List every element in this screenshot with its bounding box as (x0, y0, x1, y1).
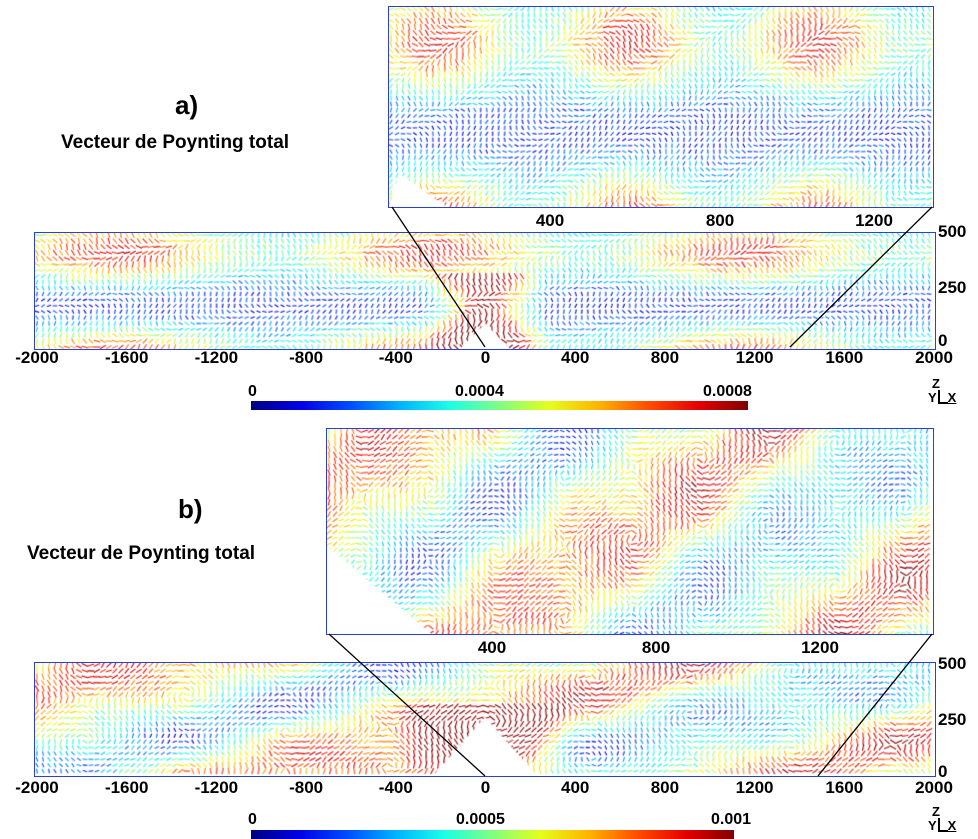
panel-b-main-ytick: 500 (938, 654, 967, 673)
axis-z-label: Z (932, 804, 940, 819)
main-xtick: 0 (480, 778, 491, 797)
axes-corner-icon (937, 818, 948, 832)
main-xtick: 400 (561, 348, 590, 367)
panel-a-inset-xtick: 800 (705, 211, 735, 230)
axis-y-label: Y (928, 818, 937, 833)
main-xtick: -800 (289, 348, 324, 367)
panel-b-colorbar-mid: 0.0005 (456, 811, 505, 828)
main-xtick: 1600 (825, 348, 864, 367)
main-xtick: 0 (480, 348, 491, 367)
panel-a-axes-triad: Z Y X (928, 376, 957, 405)
axes-corner-icon (937, 390, 948, 404)
panel-b-colorbar-max: 0.001 (711, 811, 752, 828)
panel-a-colorbar-min: 0 (248, 383, 257, 400)
main-xtick: 800 (650, 778, 680, 797)
panel-a-main-plot (34, 232, 936, 350)
panel-b-inset-xtick: 400 (477, 638, 507, 657)
main-xtick: 800 (650, 348, 680, 367)
main-xtick: -2000 (15, 778, 59, 797)
panel-a-main-ytick: 500 (938, 222, 967, 241)
panel-b-letter: b) (178, 494, 203, 524)
panel-a-inset-xtick: 1200 (855, 211, 893, 230)
panel-b-main-ytick: 250 (938, 710, 967, 729)
panel-b-inset-plot (326, 428, 934, 635)
panel-b-main-vector-field (35, 663, 935, 776)
panel-a-colorbar-mid: 0.0004 (455, 383, 504, 400)
panel-b-main-plot (34, 662, 936, 777)
axis-x-label: X (947, 390, 957, 405)
main-xtick: -1200 (194, 348, 239, 367)
panel-a-title: Vecteur de Poynting total (61, 132, 290, 153)
panel-b-main-ytick: 0 (938, 762, 948, 781)
main-xtick: 1200 (735, 778, 774, 797)
main-xtick: 1200 (735, 348, 774, 367)
main-xtick: 2000 (915, 778, 953, 797)
panel-a-colorbar-max: 0.0008 (703, 383, 752, 400)
panel-a-main-vector-field (35, 233, 935, 349)
panel-b-inset-vector-field (327, 429, 933, 634)
panel-b-axes-triad: Z Y X (928, 804, 957, 833)
main-xtick: -400 (378, 348, 413, 367)
main-xtick: -1600 (104, 778, 149, 797)
main-xtick: 1600 (825, 778, 864, 797)
panel-a-inset-vector-field (389, 7, 933, 207)
main-xtick: 2000 (915, 348, 953, 367)
main-xtick: -400 (378, 778, 413, 797)
axis-z-label: Z (932, 376, 940, 391)
panel-b-colorbar-min: 0 (248, 811, 257, 828)
axis-y-label: Y (928, 390, 937, 405)
panel-a-inset-xtick: 400 (535, 211, 565, 230)
main-xtick: 400 (561, 778, 590, 797)
panel-a-letter: a) (175, 90, 199, 120)
main-xtick: -800 (289, 778, 324, 797)
panel-b-inset-xtick: 800 (641, 638, 671, 657)
panel-a-main-ytick: 250 (938, 278, 967, 297)
axis-x-label: X (947, 818, 957, 833)
main-xtick: -2000 (15, 348, 59, 367)
panel-b-inset-xtick: 1200 (801, 638, 839, 657)
panel-a-colorbar (251, 401, 748, 410)
main-xtick: -1600 (104, 348, 149, 367)
panel-b-colorbar (251, 830, 734, 839)
panel-a-main-ytick: 0 (938, 331, 948, 350)
panel-a-inset-plot (388, 6, 934, 208)
main-xtick: -1200 (194, 778, 239, 797)
panel-b-title: Vecteur de Poynting total (27, 543, 256, 564)
